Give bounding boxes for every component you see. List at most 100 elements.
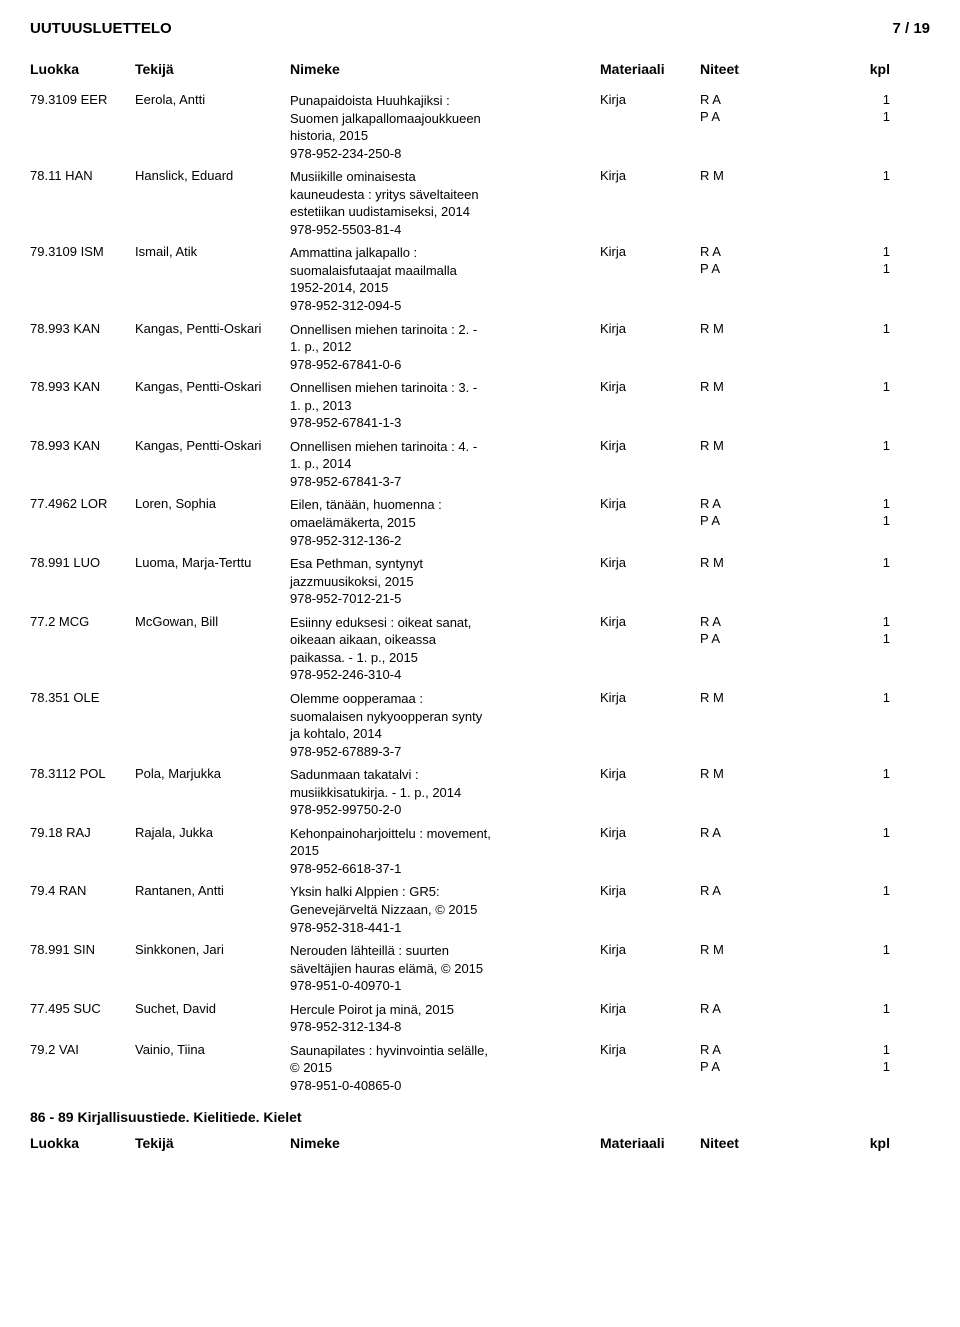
table-row: 78.993 KANKangas, Pentti-OskariOnnellise… xyxy=(30,318,930,377)
cell-notes: R A1P A1 xyxy=(700,1042,890,1074)
col-class: Luokka xyxy=(30,1135,135,1151)
note-count: 1 xyxy=(830,496,890,511)
cell-author: Kangas, Pentti-Oskari xyxy=(135,321,290,336)
cell-notes: R A1P A1 xyxy=(700,244,890,276)
cell-author: Loren, Sophia xyxy=(135,496,290,511)
note-line: R A1 xyxy=(700,1001,890,1016)
cell-author: Eerola, Antti xyxy=(135,92,290,107)
cell-author: Luoma, Marja-Terttu xyxy=(135,555,290,570)
note-line: R A1 xyxy=(700,92,890,107)
cell-notes: R M1 xyxy=(700,766,890,781)
note-count: 1 xyxy=(830,321,890,336)
note-count: 1 xyxy=(830,690,890,705)
cell-notes: R A1 xyxy=(700,883,890,898)
note-code: R A xyxy=(700,825,830,840)
cell-material: Kirja xyxy=(600,1001,700,1016)
note-line: R M1 xyxy=(700,168,890,183)
note-code: R A xyxy=(700,1042,830,1057)
cell-class: 78.991 SIN xyxy=(30,942,135,957)
col-note: Niteet xyxy=(700,61,830,77)
cell-material: Kirja xyxy=(600,555,700,570)
note-count: 1 xyxy=(830,1042,890,1057)
note-count: 1 xyxy=(830,883,890,898)
table-row: 78.993 KANKangas, Pentti-OskariOnnellise… xyxy=(30,376,930,435)
cell-notes: R M1 xyxy=(700,690,890,705)
table-row: 78.993 KANKangas, Pentti-OskariOnnellise… xyxy=(30,435,930,494)
note-line: R A1 xyxy=(700,883,890,898)
cell-title: Nerouden lähteillä : suurten säveltäjien… xyxy=(290,942,600,995)
table-row: 79.3109 EEREerola, AnttiPunapaidoista Hu… xyxy=(30,89,930,165)
cell-author: Suchet, David xyxy=(135,1001,290,1016)
note-code: R A xyxy=(700,244,830,259)
note-count: 1 xyxy=(830,631,890,646)
column-headers: Luokka Tekijä Nimeke Materiaali Niteet k… xyxy=(30,61,930,77)
note-count: 1 xyxy=(830,1059,890,1074)
note-code: P A xyxy=(700,109,830,124)
cell-material: Kirja xyxy=(600,496,700,511)
note-line: R A1 xyxy=(700,496,890,511)
cell-class: 77.495 SUC xyxy=(30,1001,135,1016)
table-row: 77.4962 LORLoren, SophiaEilen, tänään, h… xyxy=(30,493,930,552)
cell-title: Saunapilates : hyvinvointia selälle, © 2… xyxy=(290,1042,600,1095)
cell-material: Kirja xyxy=(600,92,700,107)
cell-class: 77.2 MCG xyxy=(30,614,135,629)
note-line: P A1 xyxy=(700,109,890,124)
note-count: 1 xyxy=(830,555,890,570)
cell-material: Kirja xyxy=(600,321,700,336)
note-count: 1 xyxy=(830,261,890,276)
note-count: 1 xyxy=(830,1001,890,1016)
cell-notes: R M1 xyxy=(700,555,890,570)
note-line: R A1 xyxy=(700,1042,890,1057)
cell-material: Kirja xyxy=(600,942,700,957)
note-line: P A1 xyxy=(700,1059,890,1074)
note-code: P A xyxy=(700,631,830,646)
table-row: 79.3109 ISMIsmail, AtikAmmattina jalkapa… xyxy=(30,241,930,317)
table-row: 78.991 LUOLuoma, Marja-TerttuEsa Pethman… xyxy=(30,552,930,611)
cell-material: Kirja xyxy=(600,244,700,259)
note-code: R A xyxy=(700,614,830,629)
note-line: R M1 xyxy=(700,379,890,394)
cell-title: Olemme oopperamaa : suomalaisen nykyoopp… xyxy=(290,690,600,760)
cell-notes: R A1 xyxy=(700,825,890,840)
table-row: 78.351 OLEOlemme oopperamaa : suomalaise… xyxy=(30,687,930,763)
cell-class: 79.3109 EER xyxy=(30,92,135,107)
cell-class: 78.993 KAN xyxy=(30,438,135,453)
cell-material: Kirja xyxy=(600,690,700,705)
cell-title: Onnellisen miehen tarinoita : 3. - 1. p.… xyxy=(290,379,600,432)
cell-notes: R M1 xyxy=(700,438,890,453)
note-count: 1 xyxy=(830,109,890,124)
note-line: R M1 xyxy=(700,555,890,570)
note-count: 1 xyxy=(830,614,890,629)
note-count: 1 xyxy=(830,513,890,528)
cell-class: 78.993 KAN xyxy=(30,379,135,394)
col-kpl: kpl xyxy=(830,61,890,77)
column-headers-bottom: Luokka Tekijä Nimeke Materiaali Niteet k… xyxy=(30,1135,930,1151)
cell-title: Punapaidoista Huuhkajiksi : Suomen jalka… xyxy=(290,92,600,162)
note-code: P A xyxy=(700,513,830,528)
note-line: R M1 xyxy=(700,766,890,781)
col-kpl: kpl xyxy=(830,1135,890,1151)
note-line: R M1 xyxy=(700,321,890,336)
cell-title: Sadunmaan takatalvi : musiikkisatukirja.… xyxy=(290,766,600,819)
cell-class: 79.4 RAN xyxy=(30,883,135,898)
cell-class: 78.11 HAN xyxy=(30,168,135,183)
cell-title: Onnellisen miehen tarinoita : 2. - 1. p.… xyxy=(290,321,600,374)
table-row: 78.991 SINSinkkonen, JariNerouden lähtei… xyxy=(30,939,930,998)
cell-title: Yksin halki Alppien : GR5: Genevejärvelt… xyxy=(290,883,600,936)
table-row: 77.2 MCGMcGowan, BillEsiinny eduksesi : … xyxy=(30,611,930,687)
cell-title: Esa Pethman, syntynyt jazzmuusikoksi, 20… xyxy=(290,555,600,608)
note-code: R M xyxy=(700,942,830,957)
note-line: R A1 xyxy=(700,614,890,629)
cell-class: 78.3112 POL xyxy=(30,766,135,781)
cell-class: 78.993 KAN xyxy=(30,321,135,336)
cell-title: Onnellisen miehen tarinoita : 4. - 1. p.… xyxy=(290,438,600,491)
note-code: R M xyxy=(700,690,830,705)
cell-title: Hercule Poirot ja minä, 2015 978-952-312… xyxy=(290,1001,600,1036)
cell-class: 79.18 RAJ xyxy=(30,825,135,840)
note-line: P A1 xyxy=(700,631,890,646)
cell-author: Kangas, Pentti-Oskari xyxy=(135,438,290,453)
cell-notes: R A1 P A1 xyxy=(700,92,890,124)
cell-notes: R M1 xyxy=(700,168,890,183)
note-line: R M1 xyxy=(700,438,890,453)
note-count: 1 xyxy=(830,825,890,840)
